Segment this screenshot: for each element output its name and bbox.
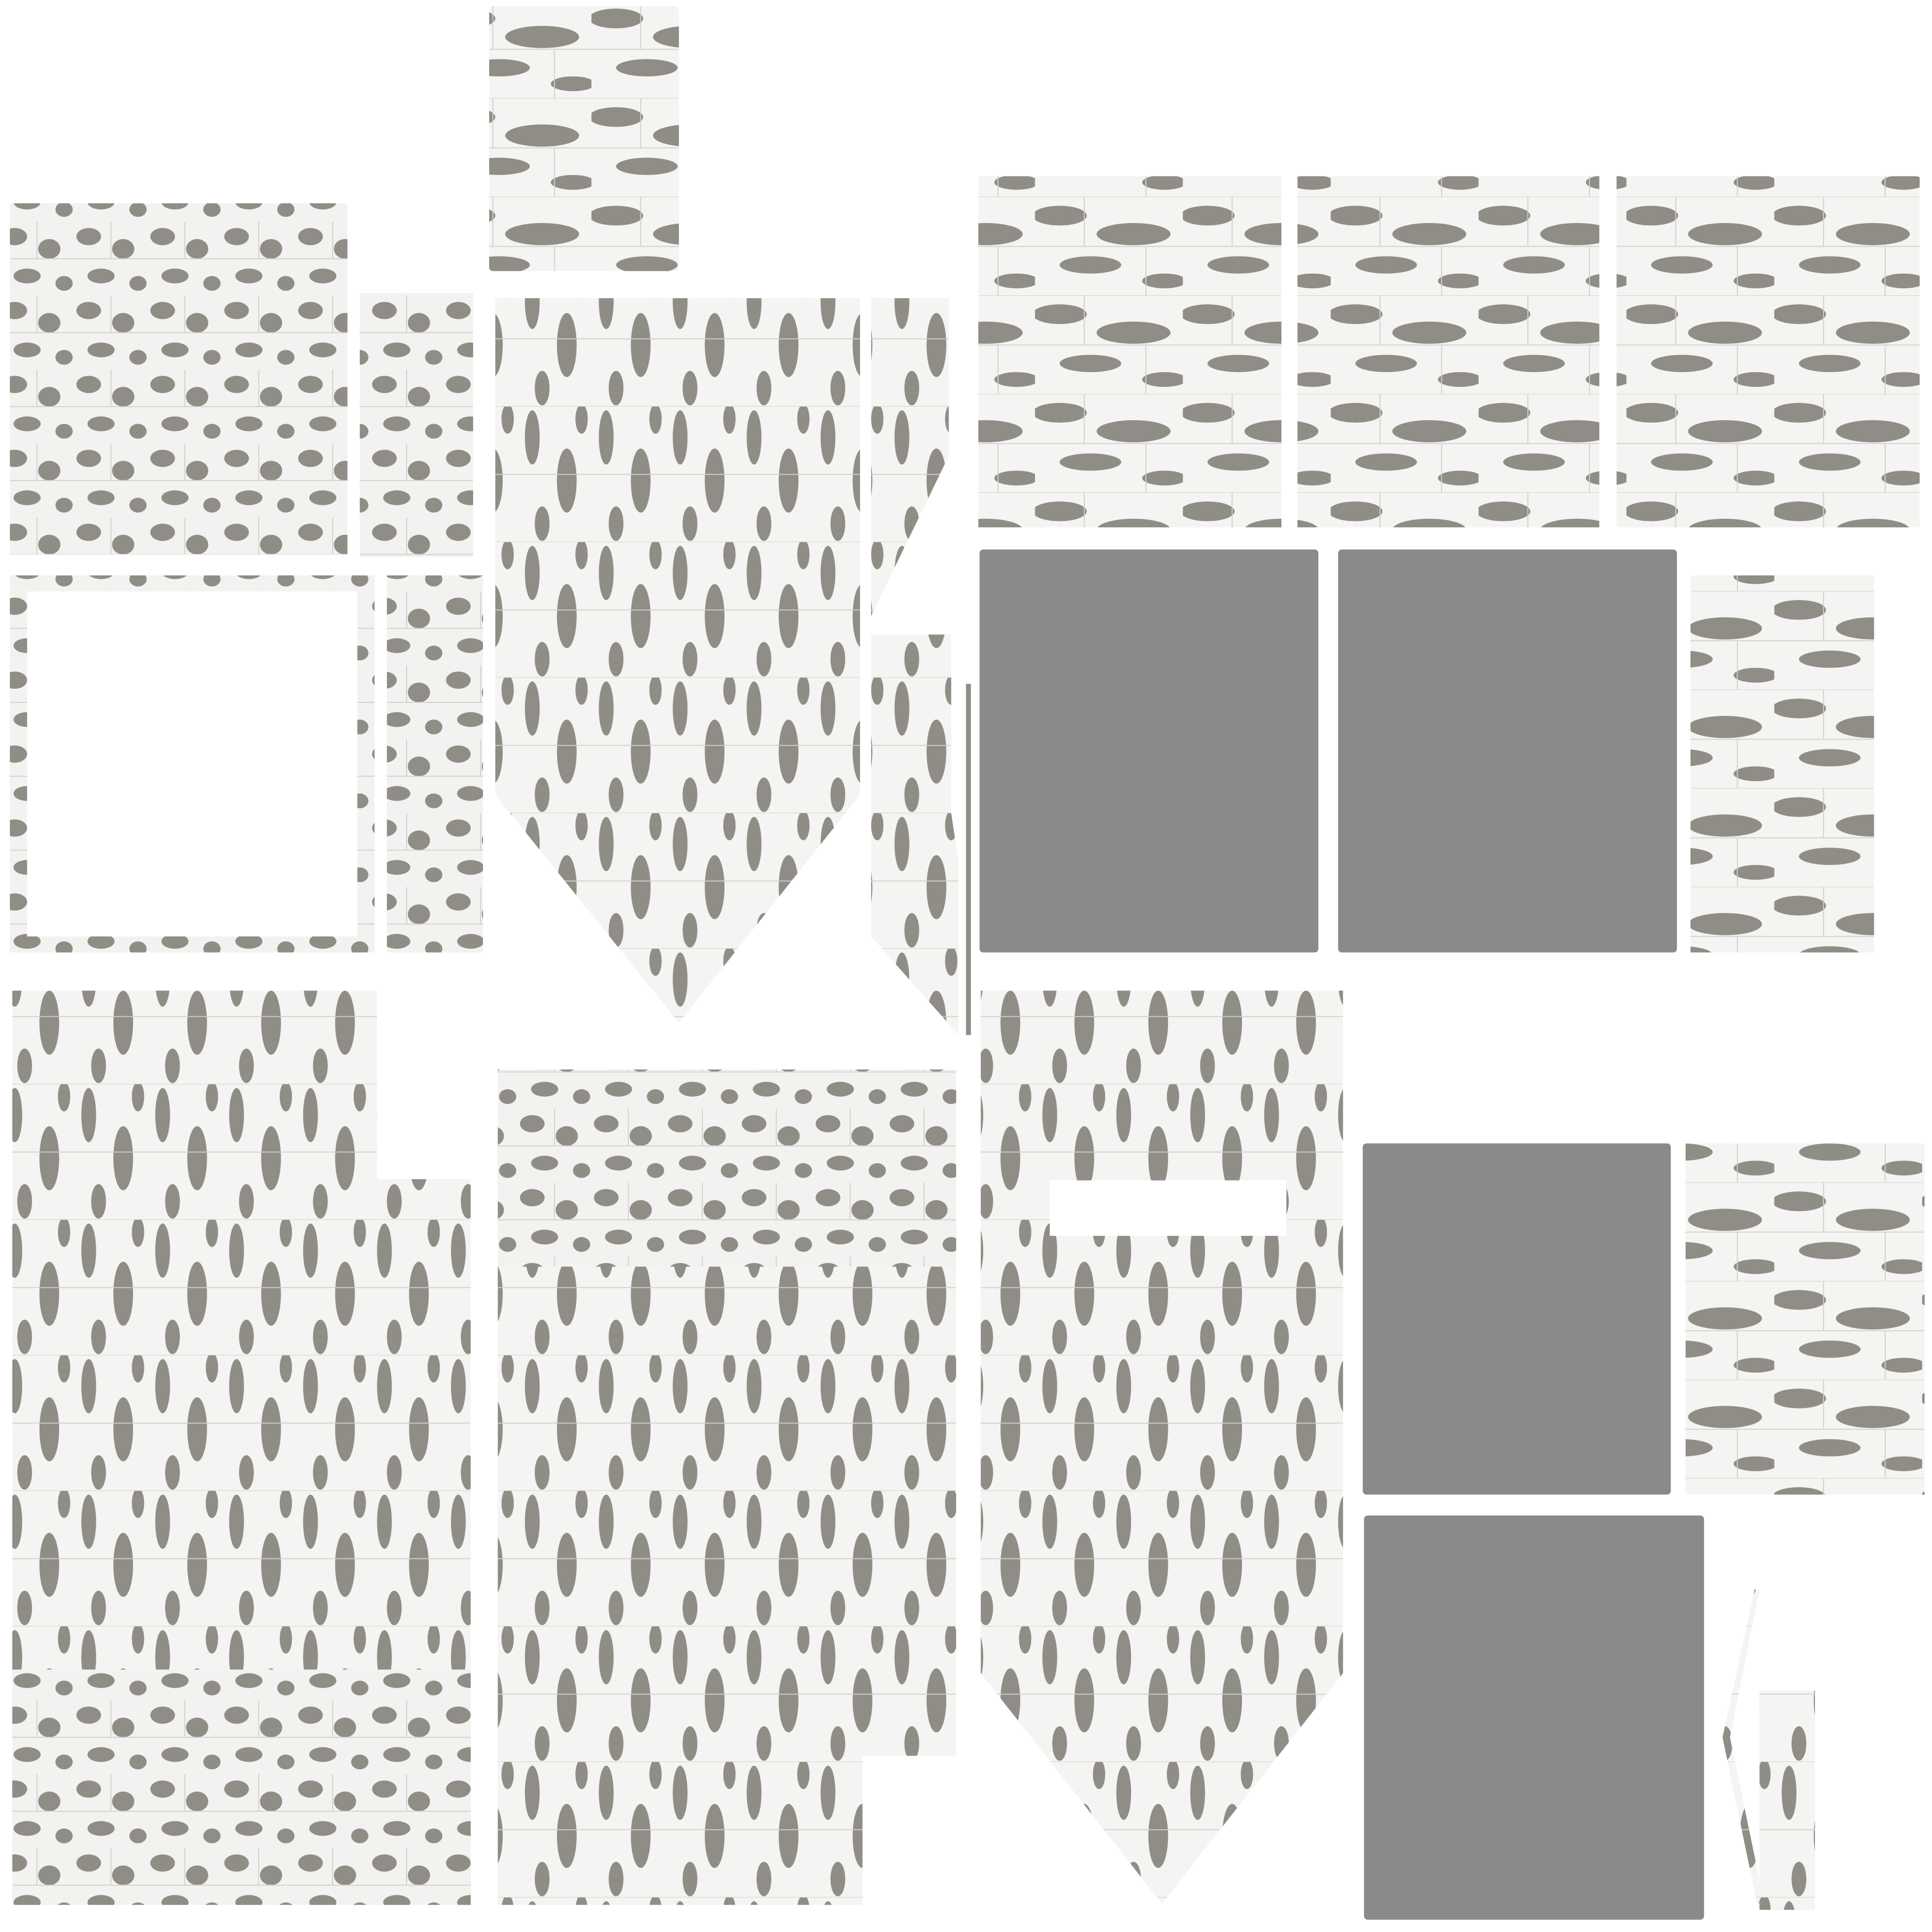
texture-tile	[1616, 176, 1920, 528]
concrete-tile	[1338, 550, 1677, 953]
texture-band	[498, 1069, 957, 1267]
texture-l-shape	[498, 1069, 957, 1905]
texture-tile	[387, 575, 483, 953]
texture-sliver	[966, 683, 971, 1035]
texture-tile	[489, 6, 679, 271]
texture-tile	[1690, 575, 1874, 953]
texture-pentagon	[981, 991, 1343, 1904]
concrete-tile	[1363, 1143, 1671, 1495]
texture-pentagon	[495, 298, 860, 1023]
pentagon-hole	[1049, 1180, 1287, 1236]
frame-hole	[27, 591, 358, 937]
texture-sliver	[1722, 1589, 1765, 1904]
texture-strip	[1759, 1690, 1815, 1910]
texture-tile	[1297, 176, 1599, 528]
texture-tile	[978, 176, 1282, 528]
concrete-tile	[1364, 1516, 1704, 1920]
concrete-tile	[979, 550, 1319, 953]
texture-tile	[359, 293, 474, 557]
texture-strip	[871, 298, 949, 616]
texture-tile	[1685, 1143, 1925, 1495]
texture-band	[12, 1669, 471, 1905]
texture-strip	[871, 634, 959, 1035]
texture-tile	[9, 203, 348, 555]
